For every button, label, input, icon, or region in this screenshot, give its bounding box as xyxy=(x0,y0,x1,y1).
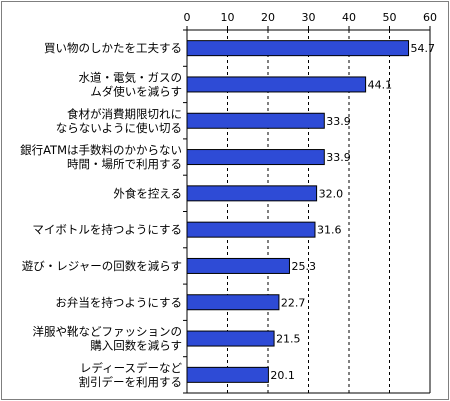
x-tick-label-4: 40 xyxy=(342,11,356,24)
bar-8 xyxy=(186,330,275,347)
bar-9 xyxy=(186,366,269,383)
bar-0 xyxy=(186,40,410,57)
bar-4 xyxy=(186,185,318,202)
data-label-2: 33.9 xyxy=(326,115,351,128)
data-label-7: 22.7 xyxy=(281,296,306,309)
category-label-3-line-0: 銀行ATMは手数料のかからない xyxy=(20,143,182,157)
category-label-1-line-0: 水道・電気・ガスの xyxy=(79,70,183,84)
category-label-9-line-1: 割引デーを利用する xyxy=(79,375,183,389)
x-tick-label-0: 0 xyxy=(184,11,191,24)
x-tick-label-3: 30 xyxy=(302,11,316,24)
x-tick-label-1: 10 xyxy=(221,11,235,24)
data-label-5: 31.6 xyxy=(317,224,342,237)
x-tick-label-2: 20 xyxy=(261,11,275,24)
bar-2 xyxy=(186,112,325,129)
bar-7 xyxy=(186,294,280,311)
category-label-0-line-0: 買い物のしかたを工夫する xyxy=(44,41,182,55)
bar-5 xyxy=(186,221,316,238)
bar-6 xyxy=(186,257,290,274)
category-label-4-line-0: 外食を控える xyxy=(113,186,182,200)
category-label-9-line-0: レディースデーなど xyxy=(80,361,183,375)
category-label-3-line-1: 時間・場所で利用する xyxy=(67,157,182,171)
category-label-9: レディースデーなど割引デーを利用する xyxy=(79,361,183,389)
category-label-6-line-0: 遊び・レジャーの回数を減らす xyxy=(22,259,182,273)
category-label-5: マイボトルを持つようにする xyxy=(32,223,182,237)
category-label-8-line-0: 洋服や靴などファッションの xyxy=(33,325,183,339)
data-label-1: 44.1 xyxy=(368,78,393,91)
data-label-3: 33.9 xyxy=(326,151,351,164)
category-label-8: 洋服や靴などファッションの購入回数を減らす xyxy=(33,325,183,353)
category-label-3: 銀行ATMは手数料のかからない時間・場所で利用する xyxy=(20,143,182,171)
data-label-0: 54.7 xyxy=(411,42,436,55)
category-label-8-line-1: 購入回数を減らす xyxy=(90,339,182,353)
bar-1 xyxy=(186,76,367,93)
data-label-8: 21.5 xyxy=(276,333,301,346)
category-label-4: 外食を控える xyxy=(113,186,182,200)
category-label-0: 買い物のしかたを工夫する xyxy=(44,41,182,55)
category-label-2: 食材が消費期限切れにならないように使い切る xyxy=(56,107,182,135)
category-label-6: 遊び・レジャーの回数を減らす xyxy=(22,259,182,273)
category-label-1-line-1: ムダ使いを減らす xyxy=(90,84,182,98)
x-tick-label-6: 60 xyxy=(423,11,437,24)
category-label-5-line-0: マイボトルを持つようにする xyxy=(32,223,182,237)
x-tick-label-5: 50 xyxy=(383,11,397,24)
category-label-1: 水道・電気・ガスのムダ使いを減らす xyxy=(79,70,183,98)
data-label-4: 32.0 xyxy=(319,187,344,200)
category-label-2-line-0: 食材が消費期限切れに xyxy=(67,107,182,121)
category-label-7-line-0: お弁当を持つようにする xyxy=(55,295,182,309)
category-label-7: お弁当を持つようにする xyxy=(55,295,182,309)
data-label-6: 25.3 xyxy=(291,260,316,273)
data-label-9: 20.1 xyxy=(270,369,295,382)
category-label-2-line-1: ならないように使い切る xyxy=(56,121,182,135)
bar-3 xyxy=(186,149,325,166)
